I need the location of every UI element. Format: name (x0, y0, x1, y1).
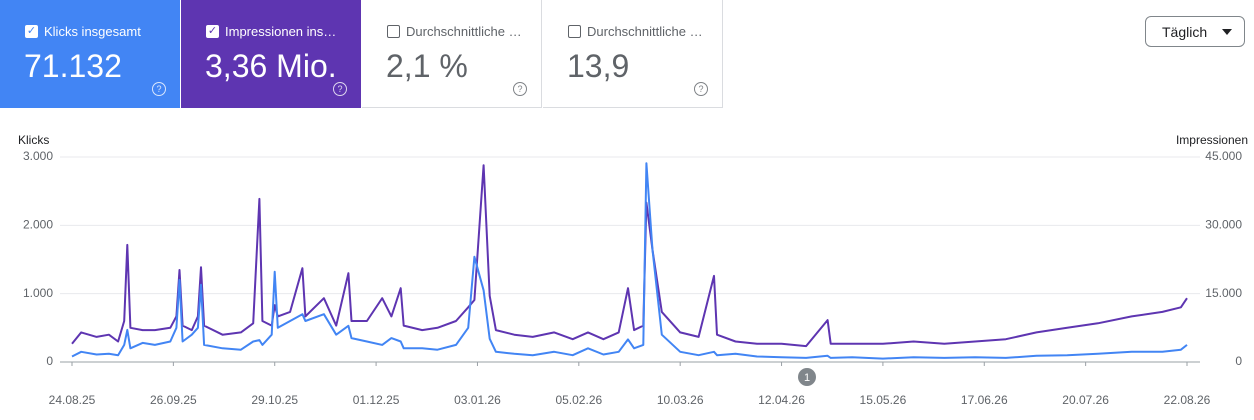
y-tick-label: 2.000 (23, 218, 53, 232)
x-tick-label: 17.06.26 (961, 393, 1008, 407)
checkbox (568, 25, 581, 38)
metric-label: Impressionen ins… (225, 24, 337, 39)
checkbox: ✓ (206, 25, 219, 38)
line-series (71, 164, 1188, 348)
x-tick-label: 03.01.26 (454, 393, 501, 407)
metric-card[interactable]: Durchschnittliche … 2,1 %? (362, 0, 542, 108)
metric-card[interactable]: ✓ Klicks insgesamt 71.132? (0, 0, 180, 108)
metric-card[interactable]: Durchschnittliche … 13,9? (543, 0, 723, 108)
y-axis-title: Klicks (18, 133, 49, 147)
metric-label: Klicks insgesamt (44, 24, 141, 39)
help-icon: ? (333, 82, 347, 96)
dropdown-arrow (1222, 29, 1232, 35)
annotation-marker (798, 368, 816, 386)
metric-value: 71.132 (24, 48, 122, 84)
help-icon: ? (152, 82, 166, 96)
metric-card[interactable]: ✓ Impressionen ins… 3,36 Mio.? (181, 0, 361, 108)
x-tick-label: 15.05.26 (860, 393, 907, 407)
metric-label: Durchschnittliche … (587, 24, 703, 39)
x-tick-label: 22.08.26 (1164, 393, 1211, 407)
x-tick-label: 10.03.26 (657, 393, 704, 407)
metric-value: 3,36 Mio. (205, 48, 337, 84)
y2-tick-label: 30.000 (1205, 218, 1242, 232)
y-tick-label: 3.000 (23, 149, 53, 163)
x-tick-label: 24.08.25 (49, 393, 96, 407)
line-series (71, 162, 1188, 360)
x-tick-label: 05.02.26 (555, 393, 602, 407)
y-tick-label: 1.000 (23, 286, 53, 300)
y2-tick-label: 15.000 (1205, 286, 1242, 300)
metric-label: Durchschnittliche … (406, 24, 522, 39)
y2-tick-label: 0 (1235, 354, 1242, 368)
annotation-label: 1 (804, 372, 810, 384)
help-icon: ? (513, 82, 527, 96)
y2-tick-label: 45.000 (1205, 149, 1242, 163)
period-button[interactable]: Täglich (1145, 16, 1245, 47)
x-tick-label: 29.10.25 (251, 393, 298, 407)
period-label: Täglich (1162, 24, 1208, 40)
metric-value: 2,1 % (386, 48, 468, 84)
metric-value: 13,9 (567, 48, 630, 84)
x-tick-label: 01.12.25 (353, 393, 400, 407)
chart: Klicks Impressionen 0 1.000 2.000 3.000 0 15.00… (18, 133, 1248, 407)
y2-axis-title: Impressionen (1176, 133, 1248, 147)
x-tick-label: 12.04.26 (758, 393, 805, 407)
x-tick-label: 26.09.25 (150, 393, 197, 407)
x-tick-label: 20.07.26 (1062, 393, 1109, 407)
y-tick-label: 0 (46, 354, 53, 368)
checkbox (387, 25, 400, 38)
help-icon: ? (694, 82, 708, 96)
checkbox: ✓ (25, 25, 38, 38)
